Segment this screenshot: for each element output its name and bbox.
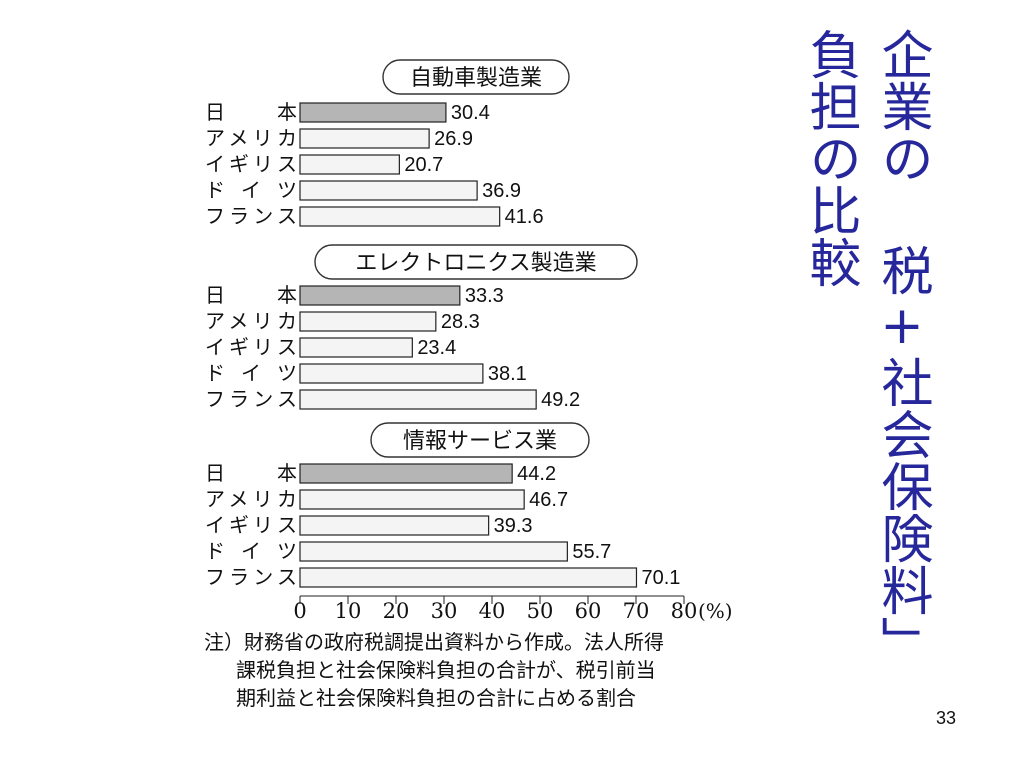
footnote-line-1: 注）財務省の政府税調提出資料から作成。法人所得 xyxy=(204,630,664,654)
data-label: 49.2 xyxy=(541,389,580,411)
footnote-line-2: 課税負担と社会保険料負担の合計が、税引前当 xyxy=(236,658,656,682)
tick-label: 30 xyxy=(431,599,458,623)
data-label: 44.2 xyxy=(517,463,556,485)
data-label: 70.1 xyxy=(641,567,680,589)
tick-label: 20 xyxy=(383,599,410,623)
footnote-line-3: 期利益と社会保険料負担の合計に占める割合 xyxy=(236,686,636,710)
bar xyxy=(299,489,525,510)
data-label: 39.3 xyxy=(494,515,533,537)
category-label: 日 本 xyxy=(205,283,297,307)
data-label: 28.3 xyxy=(441,311,480,333)
bar xyxy=(299,541,568,562)
bar xyxy=(299,389,537,410)
category-label: ド イ ツ xyxy=(205,539,297,563)
category-label: イギリス xyxy=(205,152,297,176)
tick-label: 70 xyxy=(623,599,650,623)
bar xyxy=(299,463,513,484)
category-label: ド イ ツ xyxy=(205,178,297,202)
page-number: 33 xyxy=(936,708,957,728)
data-label: 20.7 xyxy=(404,154,443,176)
panel-title-pill xyxy=(370,422,590,458)
data-label: 23.4 xyxy=(417,337,456,359)
data-label: 41.6 xyxy=(505,206,544,228)
bar xyxy=(299,337,413,358)
chart-footnote: 注）財務省の政府税調提出資料から作成。法人所得 課税負担と社会保険料負担の合計が… xyxy=(204,628,764,712)
category-label: イギリス xyxy=(205,513,297,537)
category-label: 日 本 xyxy=(205,461,297,485)
category-label: アメリカ xyxy=(205,126,297,150)
category-label: フランス xyxy=(205,387,297,411)
bar xyxy=(299,128,430,149)
bar xyxy=(299,102,447,123)
data-label: 30.4 xyxy=(451,102,490,124)
category-label: イギリス xyxy=(205,335,297,359)
data-label: 55.7 xyxy=(572,541,611,563)
tick-label: 40 xyxy=(479,599,506,623)
category-label: ド イ ツ xyxy=(205,361,297,385)
data-label: 26.9 xyxy=(434,128,473,150)
bar xyxy=(299,363,484,384)
category-label: アメリカ xyxy=(205,487,297,511)
tick-label: 10 xyxy=(335,599,362,623)
panel-title: 自動車製造業 xyxy=(410,66,542,91)
tick-label: 60 xyxy=(575,599,602,623)
data-label: 36.9 xyxy=(482,180,521,202)
panel-title: 情報サービス業 xyxy=(403,429,557,454)
data-label: 38.1 xyxy=(488,363,527,385)
tick-label: 80 xyxy=(671,599,698,623)
panel-title-pill xyxy=(382,59,570,95)
panel-title: エレクトロニクス製造業 xyxy=(355,251,596,276)
bar xyxy=(299,515,490,536)
bar xyxy=(299,180,478,201)
axis-unit-label: (%) xyxy=(698,599,733,623)
slide-title-line-1: 企業の 税+社会保険料」 xyxy=(872,28,932,668)
bar xyxy=(299,567,638,588)
category-label: フランス xyxy=(205,204,297,228)
tick-label: 0 xyxy=(293,599,306,623)
category-label: フランス xyxy=(205,565,297,589)
data-label: 46.7 xyxy=(529,489,568,511)
bar xyxy=(299,206,501,227)
tick-label: 50 xyxy=(527,599,554,623)
bar xyxy=(299,285,461,306)
slide-title-line-2: 負担の比較 xyxy=(800,28,860,288)
bar xyxy=(299,311,437,332)
category-label: アメリカ xyxy=(205,309,297,333)
bar xyxy=(299,154,400,175)
panel-title-pill xyxy=(314,244,638,280)
data-label: 33.3 xyxy=(465,285,504,307)
category-label: 日 本 xyxy=(205,100,297,124)
